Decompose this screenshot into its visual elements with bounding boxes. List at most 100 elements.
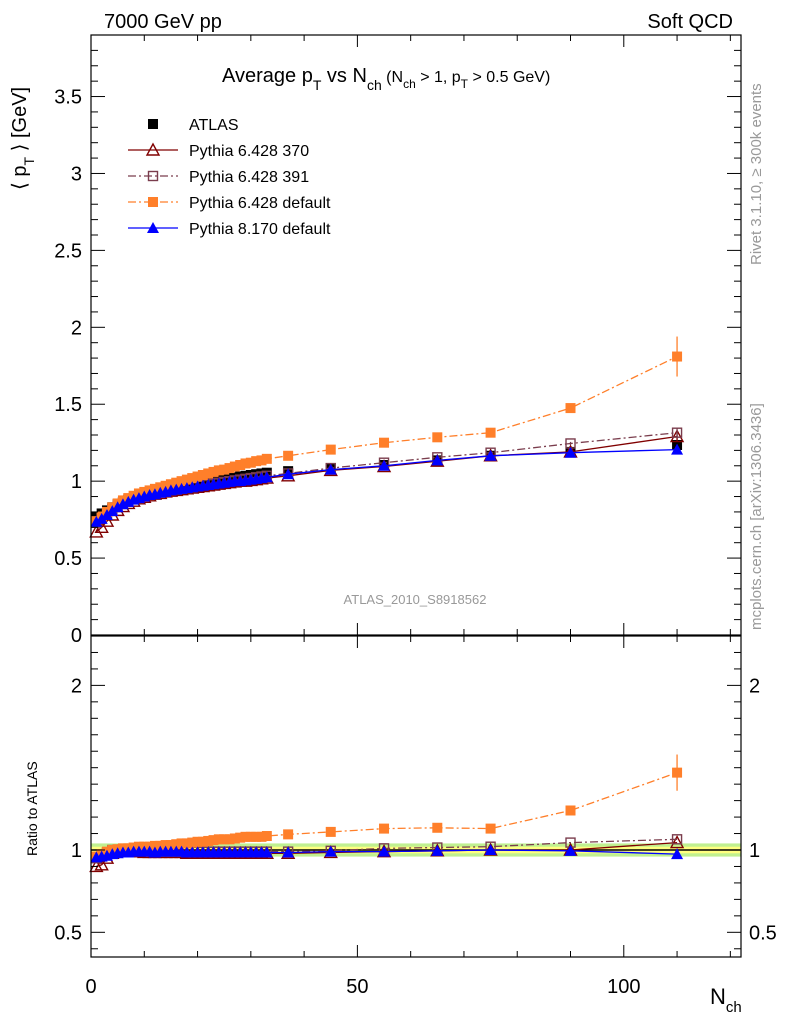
x-tick-label: 0 bbox=[85, 976, 96, 998]
data-point bbox=[219, 834, 230, 845]
y-tick-label: 1 bbox=[71, 840, 82, 862]
data-point bbox=[256, 455, 267, 466]
data-point bbox=[171, 839, 182, 850]
data-point bbox=[324, 463, 337, 475]
data-point bbox=[176, 838, 187, 849]
data-point bbox=[432, 822, 443, 833]
legend-label: Pythia 6.428 default bbox=[189, 195, 331, 212]
y-tick-label: 1 bbox=[71, 471, 82, 493]
y-tick-label: 3 bbox=[71, 163, 82, 185]
legend-marker bbox=[145, 142, 161, 156]
data-point bbox=[564, 446, 577, 458]
data-point bbox=[283, 450, 294, 461]
data-point bbox=[251, 831, 262, 842]
data-point bbox=[95, 512, 108, 524]
data-point bbox=[181, 838, 192, 849]
data-point bbox=[229, 833, 240, 844]
legend-marker bbox=[148, 197, 158, 207]
data-point bbox=[672, 351, 683, 362]
y-tick-label-right: 1 bbox=[749, 840, 760, 862]
data-point bbox=[565, 805, 576, 816]
data-point bbox=[171, 477, 182, 488]
data-point bbox=[224, 834, 235, 845]
data-point bbox=[235, 460, 246, 470]
data-point bbox=[325, 826, 336, 837]
data-point bbox=[564, 844, 577, 856]
data-point bbox=[219, 464, 230, 475]
data-point bbox=[565, 403, 576, 414]
data-point bbox=[94, 857, 109, 871]
data-point bbox=[149, 840, 160, 851]
data-point bbox=[671, 443, 684, 455]
data-point bbox=[282, 846, 295, 858]
legend-item: Pythia 6.428 391 bbox=[128, 169, 309, 186]
data-point bbox=[261, 831, 272, 842]
legend-label: Pythia 6.428 391 bbox=[189, 169, 309, 186]
y-tick-label: 1.5 bbox=[54, 394, 82, 416]
data-point bbox=[208, 835, 219, 846]
data-point bbox=[671, 848, 684, 860]
ratio-ylabel: Ratio to ATLAS bbox=[24, 761, 40, 856]
legend-item: Pythia 6.428 default bbox=[128, 195, 331, 212]
data-point bbox=[432, 432, 443, 443]
y-tick-label-right: 2 bbox=[749, 675, 760, 697]
data-point bbox=[245, 457, 256, 468]
data-point bbox=[379, 823, 390, 834]
data-point bbox=[379, 437, 390, 448]
data-point bbox=[111, 501, 124, 513]
ratio-frame bbox=[90, 635, 742, 958]
data-point bbox=[671, 427, 683, 438]
y-tick-label-right: 0.5 bbox=[749, 922, 777, 944]
y-tick-label: 2 bbox=[71, 317, 82, 339]
data-point bbox=[165, 840, 176, 851]
data-point bbox=[192, 471, 203, 482]
data-point bbox=[100, 509, 113, 520]
y-tick-label: 2 bbox=[71, 675, 82, 697]
data-point bbox=[197, 836, 208, 847]
data-point bbox=[181, 474, 192, 485]
data-point bbox=[484, 844, 497, 855]
data-point bbox=[187, 837, 198, 848]
data-point bbox=[203, 835, 214, 846]
legend-marker bbox=[147, 170, 159, 182]
mcplots-label: mcplots.cern.ch [arXiv:1306.3436] bbox=[748, 403, 765, 630]
legend-label: Pythia 6.428 370 bbox=[189, 143, 309, 160]
series-pythia-8-170-default bbox=[90, 443, 684, 527]
legend-marker bbox=[147, 222, 159, 233]
data-point bbox=[260, 846, 273, 858]
y-tick-label: 2.5 bbox=[54, 240, 82, 262]
legend-label: Pythia 8.170 default bbox=[189, 221, 331, 238]
data-point bbox=[260, 471, 273, 483]
y-tick-label: 0.5 bbox=[54, 922, 82, 944]
x-tick-label: 100 bbox=[607, 976, 640, 998]
data-point bbox=[378, 845, 391, 857]
series-pythia-6-428-default bbox=[91, 336, 683, 527]
rivet-label: Rivet 3.1.10, ≥ 300k events bbox=[748, 83, 765, 265]
data-point bbox=[208, 466, 219, 477]
data-point bbox=[165, 479, 176, 490]
data-point bbox=[325, 444, 336, 455]
y-tick-label: 0.5 bbox=[54, 548, 82, 570]
y-tick-label: 3.5 bbox=[54, 87, 82, 109]
header-right: Soft QCD bbox=[647, 11, 733, 33]
y-tick-label: 0 bbox=[71, 625, 82, 647]
data-point bbox=[213, 834, 224, 845]
data-point bbox=[229, 461, 240, 472]
top-ylabel: ⟨ pT ⟩ [GeV] bbox=[9, 87, 37, 190]
data-point bbox=[251, 456, 262, 467]
data-point bbox=[106, 505, 119, 517]
legend-item: Pythia 6.428 370 bbox=[128, 142, 309, 160]
data-point bbox=[90, 515, 103, 527]
data-point bbox=[485, 823, 496, 834]
data-point bbox=[669, 835, 685, 849]
data-point bbox=[160, 840, 171, 851]
data-point bbox=[187, 473, 198, 484]
data-point bbox=[261, 453, 272, 464]
data-point bbox=[378, 459, 391, 471]
data-point bbox=[240, 458, 251, 469]
data-point bbox=[485, 427, 496, 438]
x-tick-label: 50 bbox=[346, 976, 368, 998]
xlabel: Nch bbox=[710, 984, 742, 1016]
data-point bbox=[160, 480, 171, 491]
